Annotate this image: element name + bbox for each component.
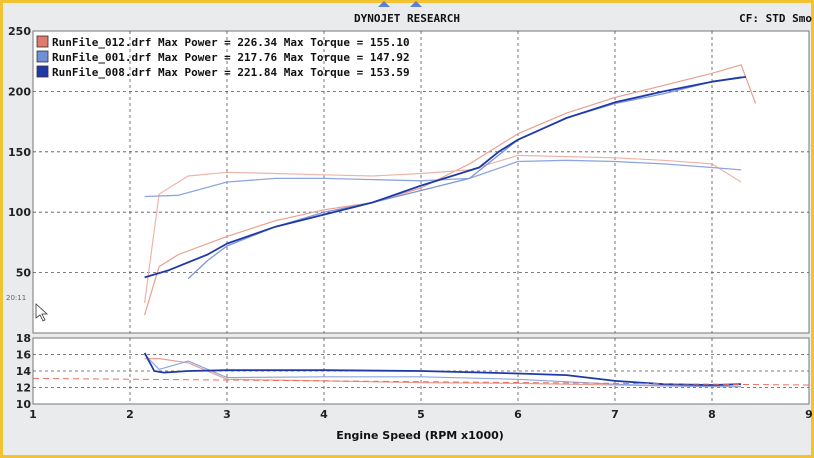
header-bar: DYNOJET RESEARCH CF: STD Smo <box>0 0 814 30</box>
legend-entry-001: RunFile_001.drf Max Power = 217.76 Max T… <box>52 51 410 64</box>
y-tick-label: 100 <box>8 206 31 219</box>
x-tick-label: 6 <box>514 408 522 421</box>
y-tick-label: 200 <box>8 85 31 98</box>
y-tick-label: 14 <box>16 365 32 378</box>
x-tick-label: 7 <box>611 408 619 421</box>
y-tick-label: 250 <box>8 25 31 38</box>
timestamp-label: 20:11 <box>6 294 26 302</box>
series-line-runfile-001-drf-3 <box>187 76 742 280</box>
x-tick-label: 2 <box>126 408 134 421</box>
x-tick-label: 3 <box>223 408 231 421</box>
legend-entry-012: RunFile_012.drf Max Power = 226.34 Max T… <box>52 36 410 49</box>
x-tick-label: 4 <box>320 408 328 421</box>
y-tick-label: 10 <box>16 398 32 411</box>
series-line-runfile-012-drf-0 <box>144 64 757 316</box>
power-torque-y-ticks: 50 100 150 200 250 <box>8 25 31 280</box>
app-title: DYNOJET RESEARCH <box>354 12 460 25</box>
up-arrow-icon[interactable] <box>410 1 422 7</box>
y-tick-label: 50 <box>16 267 32 280</box>
afr-series <box>32 352 810 388</box>
correction-factor-label: CF: STD Smo <box>739 12 812 25</box>
power-torque-series <box>144 64 757 316</box>
mouse-cursor-icon <box>35 303 49 322</box>
y-tick-label: 12 <box>16 382 31 395</box>
x-tick-label: 8 <box>708 408 716 421</box>
x-tick-label: 1 <box>29 408 37 421</box>
legend: RunFile_012.drf Max Power = 226.34 Max T… <box>36 35 410 79</box>
x-axis-label: Engine Speed (RPM x1000) <box>336 429 504 442</box>
x-tick-label: 5 <box>417 408 425 421</box>
x-axis-ticks: 1 2 3 4 5 6 7 8 9 <box>29 408 813 421</box>
series-line-runfile-008-drf-4 <box>144 76 747 279</box>
series-line-runfile-012-drf-1 <box>144 154 742 303</box>
afr-y-ticks: 10 12 14 16 18 <box>16 332 32 411</box>
legend-entry-008: RunFile_008.drf Max Power = 221.84 Max T… <box>52 66 410 79</box>
series-line-runfile-001-drf-2 <box>144 159 742 198</box>
x-tick-label: 9 <box>805 408 813 421</box>
legend-swatch-001[interactable] <box>36 50 49 63</box>
legend-swatch-008[interactable] <box>36 65 49 78</box>
y-tick-label: 16 <box>16 349 32 362</box>
y-tick-label: 18 <box>16 332 31 345</box>
y-tick-label: 150 <box>8 146 31 159</box>
series-line-runfile-001-drf-1 <box>144 354 742 388</box>
up-arrow-icon[interactable] <box>378 1 390 7</box>
legend-swatch-012[interactable] <box>36 35 49 48</box>
